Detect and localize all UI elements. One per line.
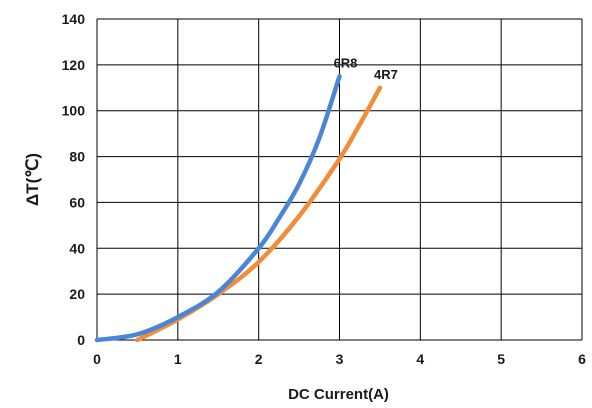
y-tick-label: 120 bbox=[62, 57, 86, 73]
x-tick-label: 4 bbox=[416, 351, 424, 367]
y-tick-label: 20 bbox=[69, 286, 85, 302]
y-tick-label: 140 bbox=[62, 11, 86, 27]
y-tick-label: 80 bbox=[69, 149, 85, 165]
series-label-4r7: 4R7 bbox=[374, 67, 398, 82]
y-tick-label: 60 bbox=[69, 194, 85, 210]
x-tick-label: 1 bbox=[174, 351, 182, 367]
x-tick-label: 3 bbox=[336, 351, 344, 367]
series-label-6r8: 6R8 bbox=[334, 55, 358, 70]
y-tick-label: 0 bbox=[77, 332, 85, 348]
y-tick-label: 100 bbox=[62, 103, 86, 119]
x-axis-title: DC Current(A) bbox=[288, 386, 389, 403]
tick-labels: 0 20 40 60 80 100 120 140 0 1 2 3 4 5 6 bbox=[62, 11, 586, 367]
series-line-6r8 bbox=[94, 74, 342, 343]
x-tick-label: 0 bbox=[93, 351, 101, 367]
series-layer: 6R8 4R7 bbox=[94, 55, 398, 343]
x-tick-label: 5 bbox=[497, 351, 505, 367]
x-tick-label: 2 bbox=[255, 351, 263, 367]
x-tick-label: 6 bbox=[578, 351, 586, 367]
y-axis-title: ΔT(℃) bbox=[23, 153, 42, 206]
y-tick-label: 40 bbox=[69, 240, 85, 256]
